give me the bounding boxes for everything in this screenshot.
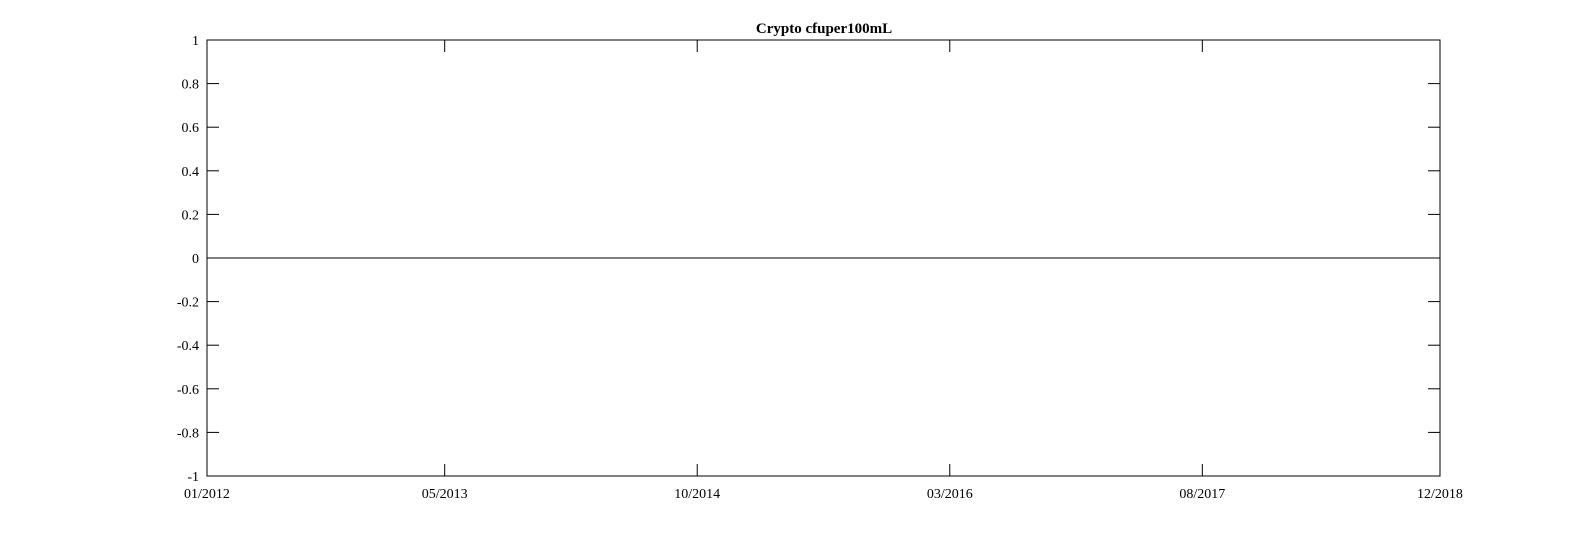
chart-title: Crypto cfuper100mL xyxy=(756,21,892,37)
plot-frame xyxy=(206,39,1441,477)
y-tick-label: -0.4 xyxy=(177,339,199,354)
y-tick-label: 1 xyxy=(192,34,199,49)
x-tick-label: 03/2016 xyxy=(927,487,973,502)
y-tick-label: 0.8 xyxy=(182,78,200,93)
y-tick-label: 0.4 xyxy=(182,165,200,180)
y-tick-label: 0.2 xyxy=(182,208,200,223)
x-tick-label: 10/2014 xyxy=(674,487,720,502)
x-tick-label: 01/2012 xyxy=(184,487,230,502)
x-tick-label: 05/2013 xyxy=(422,487,468,502)
y-tick-label: -0.8 xyxy=(177,426,199,441)
y-tick-label: -0.2 xyxy=(177,296,199,311)
y-tick-label: -1 xyxy=(187,470,199,485)
x-axis: 01/2012 05/2013 10/2014 03/2016 08/2017 12/20… xyxy=(184,40,1463,502)
y-tick-label: -0.6 xyxy=(177,383,199,398)
x-tick-label: 08/2017 xyxy=(1179,487,1225,502)
y-tick-label: 0.6 xyxy=(182,121,200,136)
y-axis: 1 0.8 0.6 0.4 0.2 0 -0.2 -0.4 -0.6 -0.8 -1 xyxy=(177,34,1440,485)
x-tick-label: 12/2018 xyxy=(1417,487,1463,502)
y-tick-label: 0 xyxy=(192,252,199,267)
